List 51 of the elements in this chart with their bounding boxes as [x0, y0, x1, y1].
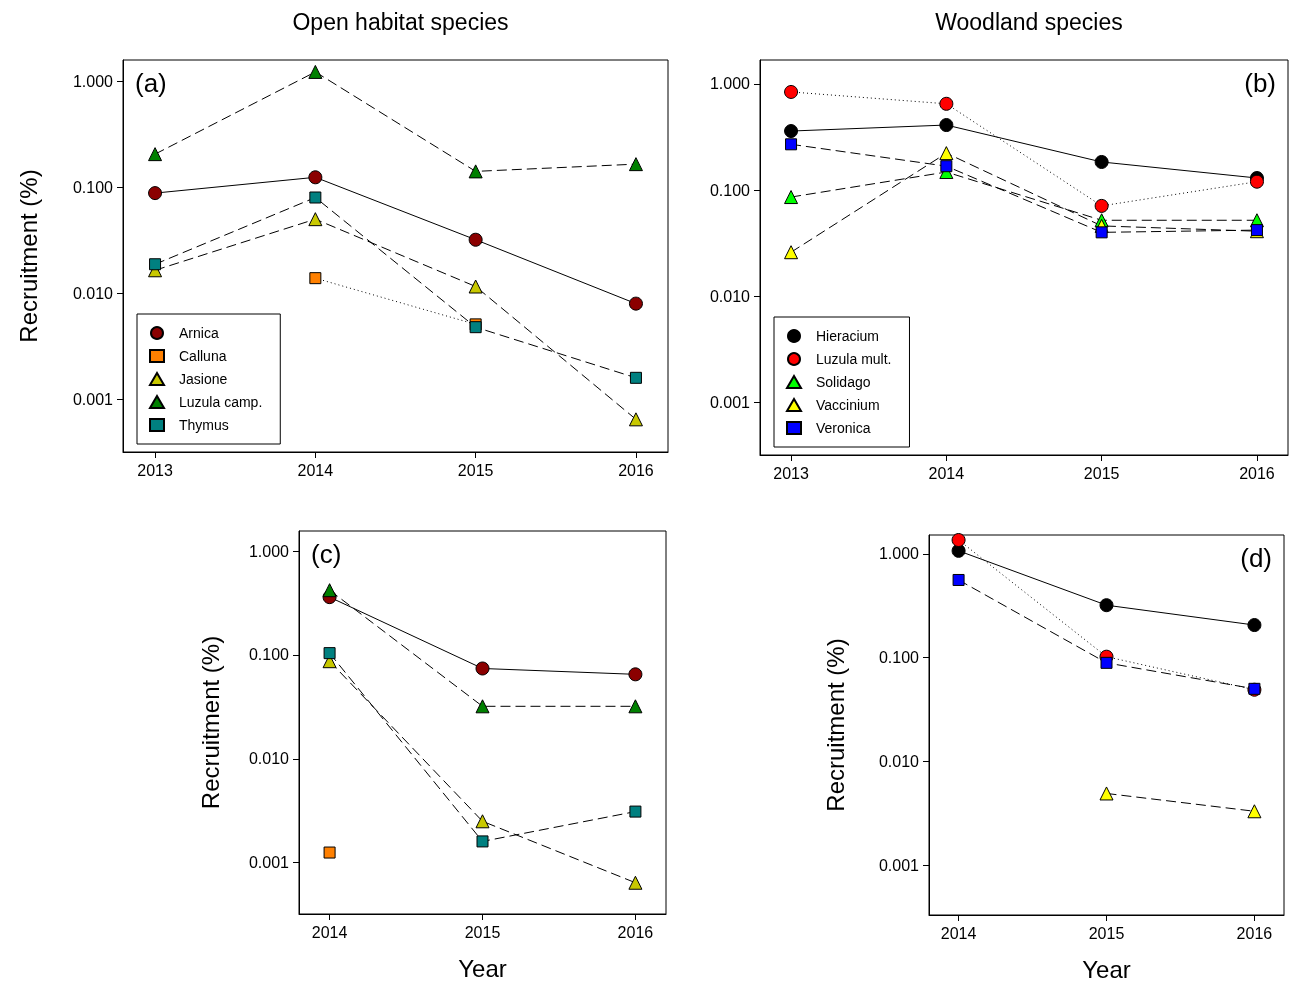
y-tick-label: 0.100	[878, 649, 920, 667]
x-tick-label: 2013	[137, 461, 173, 479]
y-tick-label: 0.010	[248, 750, 290, 768]
legend-label: Solidago	[816, 374, 871, 390]
y-tick-label: 0.001	[72, 390, 114, 408]
y-tick-label: 0.100	[248, 646, 290, 664]
x-tick-label: 2015	[1088, 924, 1125, 942]
y-tick-label: 0.001	[248, 854, 290, 872]
chart-title: Woodland species	[935, 8, 1123, 35]
x-tick-label: 2014	[297, 461, 334, 479]
y-tick-label: 0.100	[709, 181, 751, 199]
annotation: (b)	[1244, 68, 1276, 98]
y-tick-label: 1.000	[248, 542, 290, 560]
y-tick-label: 1.000	[709, 75, 751, 93]
legend-label: Calluna	[179, 348, 227, 364]
legend-label: Luzula camp.	[179, 394, 263, 410]
y-tick-label: 0.010	[709, 287, 751, 305]
legend-label: Veronica	[816, 420, 871, 436]
x-tick-label: 2016	[618, 461, 654, 479]
y-tick-label: 1.000	[72, 72, 114, 90]
x-tick-label: 2015	[464, 923, 501, 941]
x-tick-label: 2014	[311, 923, 348, 941]
legend-label: Thymus	[179, 417, 229, 433]
y-tick-label: 0.001	[878, 856, 920, 874]
x-tick-label: 2016	[1239, 464, 1275, 482]
y-axis-title: Recruitment (%)	[821, 638, 849, 812]
x-tick-label: 2013	[773, 464, 809, 482]
legend-label: Hieracium	[816, 328, 880, 344]
annotation: (a)	[135, 68, 167, 98]
x-tick-label: 2014	[928, 464, 965, 482]
legend-label: Arnica	[179, 325, 219, 341]
annotation: (c)	[311, 539, 342, 569]
annotation: (d)	[1240, 543, 1272, 573]
y-tick-label: 0.001	[709, 393, 751, 411]
x-tick-label: 2016	[617, 923, 654, 941]
x-tick-label: 2014	[940, 924, 977, 942]
x-tick-label: 2015	[457, 461, 494, 479]
y-tick-label: 0.010	[72, 284, 114, 302]
legend-label: Luzula mult.	[816, 351, 892, 367]
y-tick-label: 0.100	[72, 178, 114, 196]
x-axis-title: Year	[458, 954, 507, 982]
y-axis-title: Recruitment (%)	[14, 169, 42, 343]
y-tick-label: 0.010	[878, 752, 920, 770]
x-tick-label: 2015	[1083, 464, 1120, 482]
x-tick-label: 2016	[1236, 924, 1273, 942]
chart-title: Open habitat species	[292, 8, 509, 35]
y-tick-label: 1.000	[878, 545, 920, 563]
legend-label: Jasione	[179, 371, 228, 387]
legend-label: Vaccinium	[816, 397, 880, 413]
x-axis-title: Year	[1082, 955, 1131, 983]
y-axis-title: Recruitment (%)	[196, 635, 224, 810]
